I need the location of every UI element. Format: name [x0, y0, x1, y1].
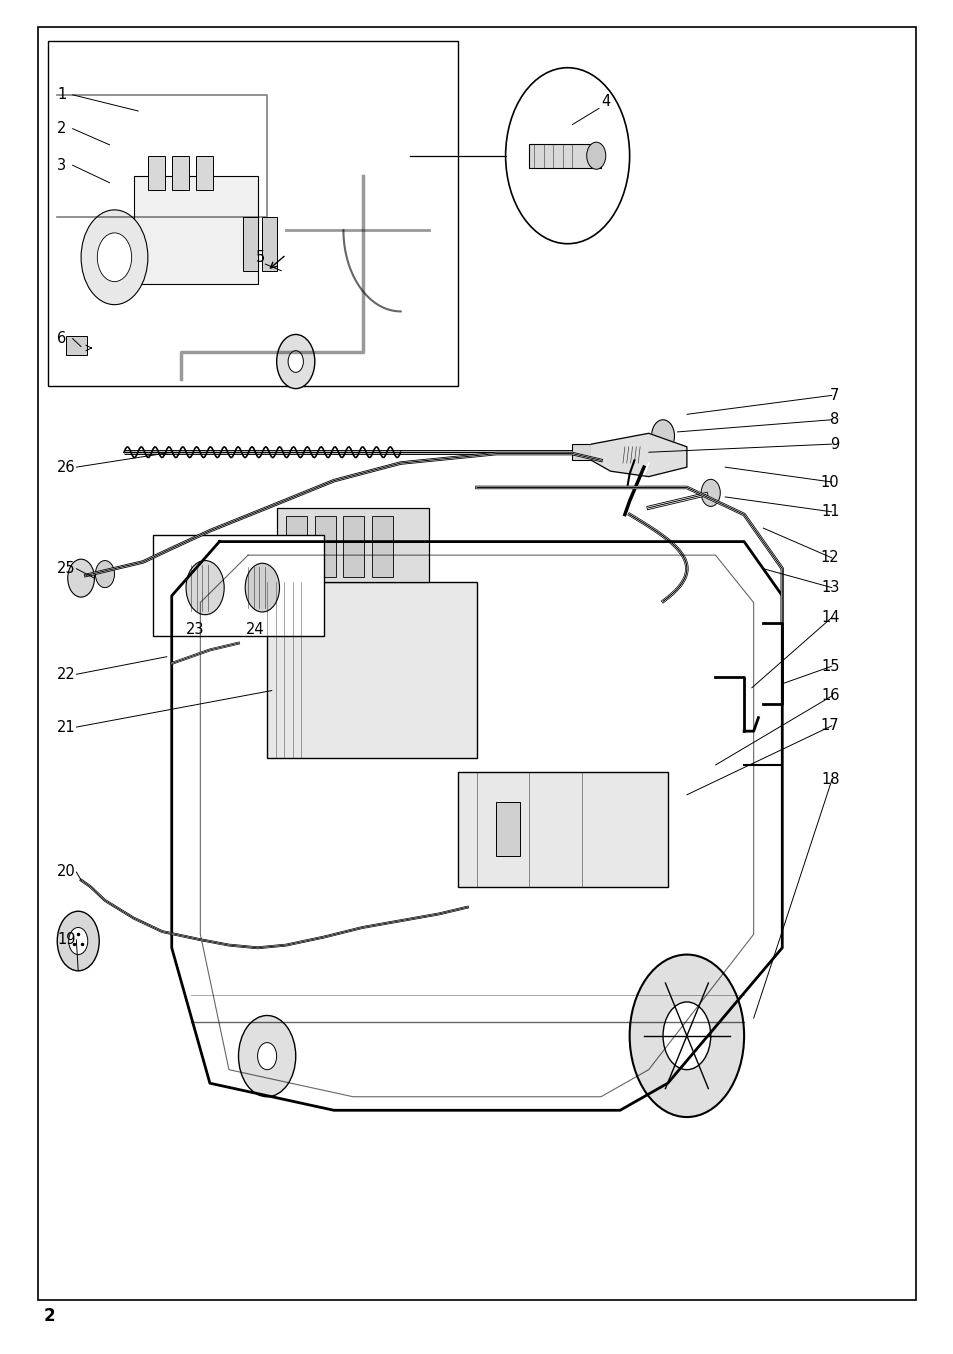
- Bar: [572, 444, 591, 460]
- Text: 6: 6: [57, 330, 67, 347]
- Text: 13: 13: [821, 580, 839, 596]
- Circle shape: [186, 561, 224, 615]
- Circle shape: [629, 955, 743, 1117]
- Text: 1: 1: [57, 87, 67, 103]
- Circle shape: [69, 927, 88, 955]
- Text: 16: 16: [821, 688, 839, 704]
- Circle shape: [95, 561, 114, 588]
- Bar: [267, 582, 476, 758]
- Text: 24: 24: [246, 621, 265, 638]
- Bar: [591, 445, 615, 456]
- Circle shape: [245, 563, 279, 612]
- Text: 9: 9: [829, 436, 839, 452]
- Circle shape: [651, 420, 674, 452]
- Polygon shape: [591, 433, 686, 477]
- Bar: [314, 516, 335, 577]
- Bar: [152, 535, 324, 636]
- Text: 12: 12: [820, 550, 839, 566]
- Text: 22: 22: [57, 666, 76, 682]
- Text: 14: 14: [821, 609, 839, 626]
- Bar: [172, 156, 189, 190]
- Text: 19: 19: [57, 932, 75, 948]
- Bar: [66, 336, 87, 355]
- Circle shape: [505, 68, 629, 244]
- Circle shape: [276, 334, 314, 389]
- Text: 8: 8: [829, 412, 839, 428]
- Bar: [133, 176, 257, 284]
- Text: 7: 7: [829, 387, 839, 403]
- Bar: [262, 217, 276, 271]
- Circle shape: [68, 559, 94, 597]
- Text: 2: 2: [44, 1307, 55, 1326]
- Text: 10: 10: [820, 474, 839, 490]
- Circle shape: [288, 351, 303, 372]
- Text: 17: 17: [820, 718, 839, 734]
- Text: 21: 21: [57, 719, 76, 735]
- Bar: [343, 516, 364, 577]
- Bar: [48, 41, 457, 386]
- Text: 15: 15: [821, 658, 839, 674]
- Bar: [529, 144, 600, 168]
- Circle shape: [81, 210, 148, 305]
- Bar: [457, 772, 667, 887]
- Circle shape: [586, 142, 605, 169]
- Circle shape: [662, 1002, 710, 1070]
- Circle shape: [257, 1043, 276, 1070]
- Circle shape: [238, 1016, 295, 1097]
- Bar: [496, 802, 519, 856]
- Bar: [195, 156, 213, 190]
- Text: 3: 3: [57, 157, 67, 173]
- Text: 26: 26: [57, 459, 76, 475]
- Text: 18: 18: [821, 772, 839, 788]
- Bar: [286, 516, 307, 577]
- Text: 20: 20: [57, 864, 76, 880]
- Bar: [243, 217, 257, 271]
- Circle shape: [57, 911, 99, 971]
- Text: 4: 4: [600, 93, 610, 110]
- Bar: [276, 508, 429, 582]
- Text: 2: 2: [57, 121, 67, 137]
- Bar: [148, 156, 165, 190]
- Text: 11: 11: [821, 504, 839, 520]
- Bar: [372, 516, 393, 577]
- Text: 23: 23: [186, 621, 204, 638]
- Circle shape: [700, 479, 720, 506]
- Circle shape: [97, 233, 132, 282]
- Text: 25: 25: [57, 561, 76, 577]
- Text: 5: 5: [255, 249, 265, 265]
